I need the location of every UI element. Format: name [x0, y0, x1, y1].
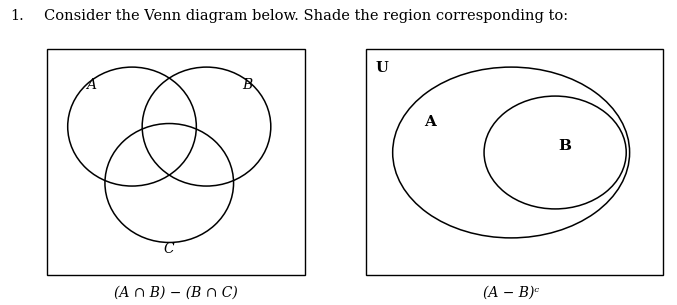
- Text: (A ∩ B) − (B ∩ C): (A ∩ B) − (B ∩ C): [114, 286, 238, 300]
- Bar: [47, 49, 305, 274]
- Text: (A − B)ᶜ: (A − B)ᶜ: [483, 286, 540, 300]
- Text: U: U: [376, 61, 389, 75]
- Text: B: B: [242, 78, 253, 92]
- Text: A: A: [87, 78, 96, 92]
- Text: C: C: [164, 242, 175, 256]
- Text: B: B: [559, 139, 572, 153]
- Text: Consider the Venn diagram below. Shade the region corresponding to:: Consider the Venn diagram below. Shade t…: [44, 9, 568, 23]
- Bar: [366, 49, 663, 274]
- Text: 1.: 1.: [10, 9, 24, 23]
- Text: A: A: [424, 115, 436, 129]
